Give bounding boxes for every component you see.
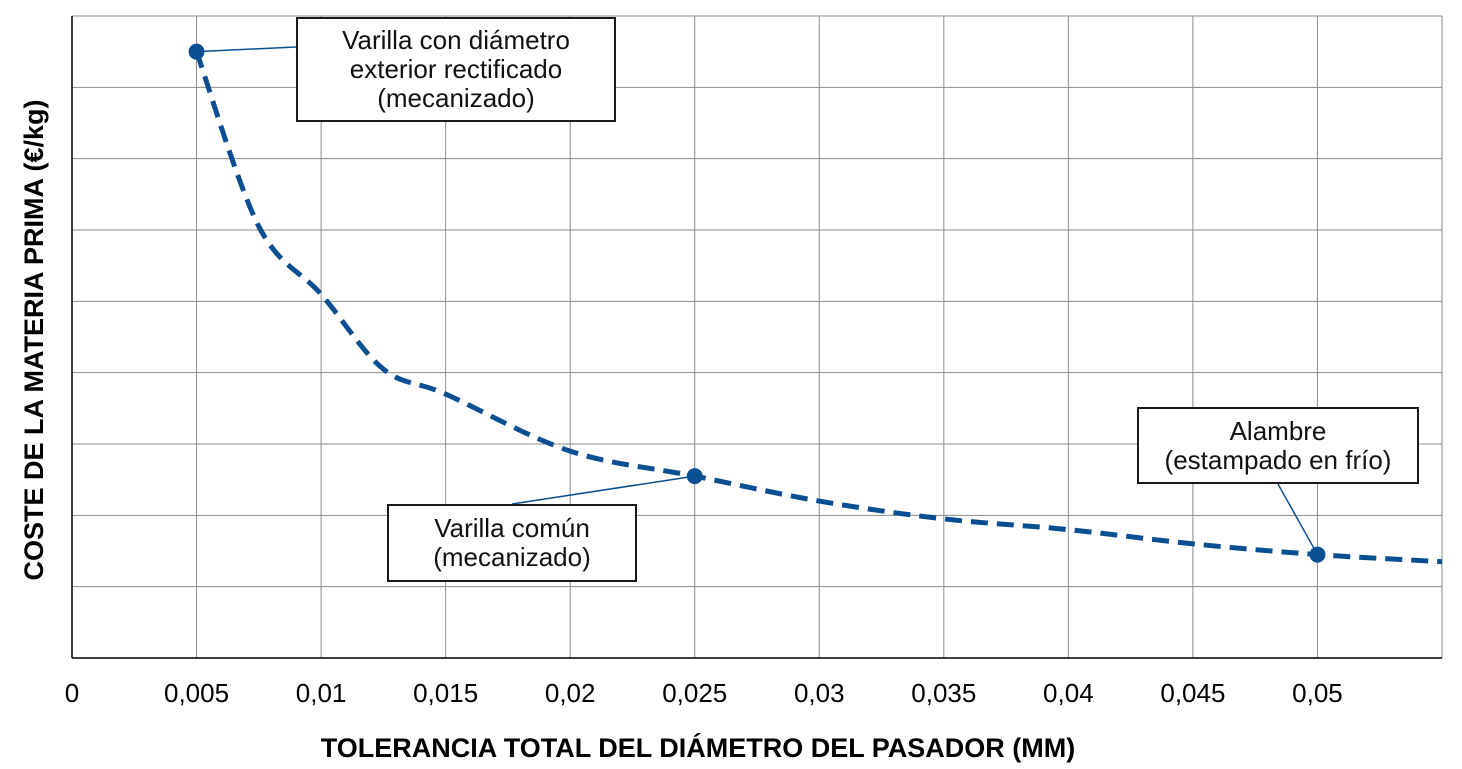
series <box>194 50 1443 565</box>
x-tick-labels: 0 0,005 0,01 0,015 0,02 0,025 0,03 0,035 0,04 0,0… <box>65 678 1343 708</box>
data-point <box>1309 546 1326 563</box>
callout-line: Varilla común <box>434 513 590 543</box>
x-tick-label: 0,03 <box>794 678 845 708</box>
callout-common-rod: Varilla común (mecanizado) <box>387 504 637 582</box>
callout-leaders <box>196 46 1319 555</box>
x-tick-label: 0,005 <box>164 678 229 708</box>
x-tick-label: 0,045 <box>1160 678 1225 708</box>
callout-line: (mecanizado) <box>433 542 591 572</box>
x-tick-label: 0,04 <box>1043 678 1094 708</box>
callout-line: Varilla con diámetro <box>342 25 570 55</box>
x-tick-label: 0 <box>65 678 79 708</box>
x-tick-label: 0,035 <box>911 678 976 708</box>
leader-line <box>511 475 695 505</box>
data-point <box>686 468 703 485</box>
grid <box>71 15 1443 659</box>
x-tick-label: 0,01 <box>296 678 347 708</box>
callout-line: (estampado en frío) <box>1164 444 1392 475</box>
axes <box>71 16 1442 659</box>
callout-line: Alambre <box>1229 415 1327 446</box>
leader-line <box>1277 483 1319 555</box>
x-tick-label: 0,025 <box>662 678 727 708</box>
data-point <box>188 43 205 60</box>
leader-line <box>196 46 297 53</box>
callout-rectified-rod: Varilla con diámetro exterior rectificad… <box>296 17 616 122</box>
x-tick-label: 0,05 <box>1292 678 1343 708</box>
callout-line: exterior rectificado <box>349 54 563 84</box>
callout-wire: Alambre (estampado en frío) <box>1137 407 1419 484</box>
y-axis-label: COSTE DE LA MATERIA PRIMA (€/kg) <box>19 99 49 580</box>
highlighted-points <box>188 43 1326 563</box>
x-tick-label: 0,015 <box>413 678 478 708</box>
series-line <box>194 50 1443 565</box>
callout-line: (mecanizado) <box>377 83 535 113</box>
x-tick-label: 0,02 <box>545 678 596 708</box>
x-axis-label: TOLERANCIA TOTAL DEL DIÁMETRO DEL PASADO… <box>321 732 1076 763</box>
